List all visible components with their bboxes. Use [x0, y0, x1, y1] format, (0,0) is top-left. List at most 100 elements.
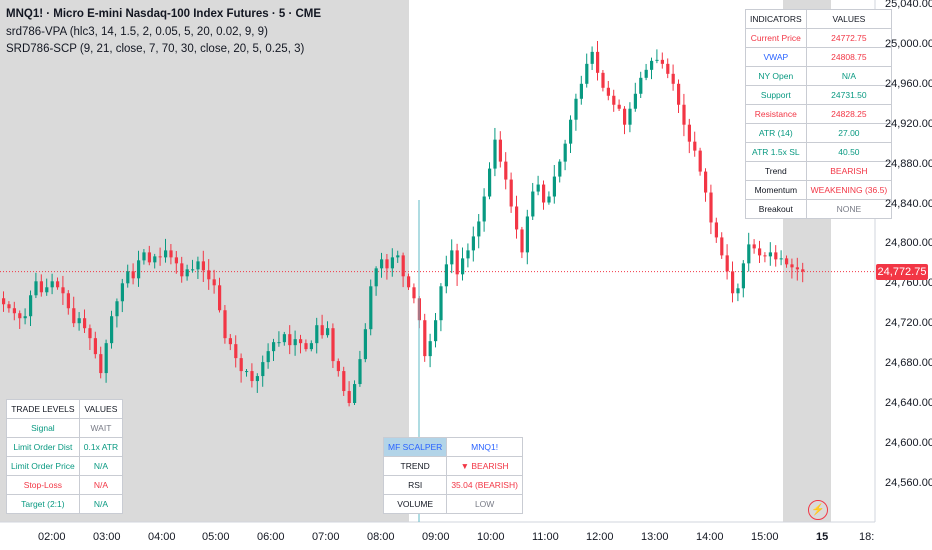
candle-body — [336, 361, 340, 372]
candle-body — [779, 258, 783, 260]
candle-body — [120, 283, 124, 302]
candle-body — [66, 293, 70, 309]
candle-body — [574, 98, 578, 120]
candle-body — [774, 252, 778, 260]
candle-body — [493, 139, 497, 169]
candle-body — [180, 263, 184, 277]
time-axis-label: 15:00 — [751, 531, 779, 543]
candle-body — [590, 51, 594, 64]
indicators-row-label: Trend — [745, 161, 807, 181]
trade-levels-row-label: Signal — [6, 418, 80, 438]
candle-body — [509, 179, 513, 207]
candle-body — [633, 93, 637, 109]
candle-body — [126, 271, 130, 284]
candle-body — [56, 281, 60, 288]
candle-body — [353, 384, 357, 404]
indicators-row-label: ATR 1.5x SL — [745, 142, 807, 162]
candle-body — [320, 325, 324, 336]
trade-levels-row-value: 0.1x ATR — [78, 437, 124, 457]
time-axis-label: 10:00 — [477, 531, 505, 543]
indicators-row-value: WEAKENING (36.5) — [805, 180, 893, 200]
candle-body — [212, 279, 216, 286]
price-axis-label: 24,640.00 — [885, 397, 932, 409]
candle-body — [196, 261, 200, 270]
symbol-title[interactable]: MNQ1! · Micro E-mini Nasdaq-100 Index Fu… — [6, 8, 322, 20]
candle-body — [542, 184, 546, 203]
trade-levels-header-values: VALUES — [78, 399, 124, 419]
candle-body — [115, 301, 119, 317]
candle-body — [682, 104, 686, 125]
candle-body — [741, 263, 745, 289]
candle-body — [299, 339, 303, 344]
price-axis-label: 24,800.00 — [885, 237, 932, 250]
time-axis-label: 14:00 — [696, 531, 724, 543]
trade-levels-row: Signal WAIT — [6, 418, 124, 438]
mf-scalper-row-label: TREND — [382, 456, 448, 476]
price-axis-label: 24,960.00 — [885, 77, 932, 90]
candle-body — [504, 161, 508, 180]
candle-body — [617, 104, 621, 109]
candle-body — [223, 310, 227, 339]
mf-scalper-row-label: VOLUME — [382, 494, 448, 514]
trade-levels-row-label: Stop-Loss — [6, 475, 80, 495]
candle-body — [2, 298, 6, 305]
indicators-row-label: Current Price — [745, 28, 807, 48]
candle-body — [234, 344, 238, 359]
indicators-row-value: 24772.75 — [805, 28, 893, 48]
candle-body — [547, 196, 551, 203]
price-axis-label: 24,760.00 — [885, 277, 932, 290]
indicators-row: Support 24731.50 — [745, 85, 893, 105]
candle-body — [450, 250, 454, 265]
candle-body — [293, 339, 297, 346]
candle-body — [698, 150, 702, 172]
candle-body — [174, 257, 178, 264]
candle-body — [331, 328, 335, 362]
candle-body — [358, 359, 362, 385]
trade-levels-row-label: Limit Order Dist — [6, 437, 80, 457]
price-axis-label: 24,560.00 — [885, 476, 932, 489]
indicators-row-label: VWAP — [745, 47, 807, 67]
scp-indicator-legend[interactable]: SRD786-SCP (9, 21, close, 7, 70, 30, clo… — [6, 43, 305, 55]
trade-levels-row: Target (2:1) N/A — [6, 494, 124, 514]
price-axis-label: 24,920.00 — [885, 117, 932, 130]
candle-body — [725, 255, 729, 272]
candle-body — [99, 354, 103, 374]
candle-body — [23, 316, 27, 319]
candle-body — [142, 252, 146, 261]
time-axis-label: 09:00 — [422, 531, 450, 543]
indicators-row-label: Resistance — [745, 104, 807, 124]
mf-scalper-row-value: LOW — [446, 494, 523, 514]
candle-body — [261, 362, 265, 377]
candle-body — [401, 255, 405, 277]
candle-body — [790, 264, 794, 268]
candle-body — [277, 342, 281, 344]
candle-body — [412, 287, 416, 299]
candle-series — [2, 40, 805, 522]
candle-body — [785, 258, 789, 265]
mf-scalper-header-label: MF SCALPER — [382, 437, 448, 457]
candle-body — [439, 286, 443, 321]
candle-body — [596, 51, 600, 73]
candle-body — [471, 236, 475, 251]
candle-body — [515, 206, 519, 230]
trade-levels-row: Limit Order Dist 0.1x ATR — [6, 437, 124, 457]
candle-body — [29, 295, 33, 317]
candle-body — [218, 285, 222, 311]
candle-body — [736, 288, 740, 294]
mf-scalper-header-row: MF SCALPER MNQ1! — [382, 437, 523, 457]
candle-body — [709, 192, 713, 223]
candle-body — [466, 250, 470, 259]
candle-body — [207, 270, 211, 280]
candle-body — [83, 318, 87, 329]
candle-body — [342, 371, 346, 392]
indicators-row: ATR (14) 27.00 — [745, 123, 893, 143]
indicators-row-value: 24828.25 — [805, 104, 893, 124]
lightning-icon[interactable]: ⚡ — [808, 500, 828, 520]
vpa-indicator-legend[interactable]: srd786-VPA (hlc3, 14, 1.5, 2, 0.05, 5, 2… — [6, 26, 268, 38]
indicators-row-label: Breakout — [745, 199, 807, 219]
indicators-row-value: 24731.50 — [805, 85, 893, 105]
candle-body — [272, 342, 276, 352]
candle-body — [250, 371, 254, 382]
candle-body — [687, 124, 691, 142]
candle-body — [552, 176, 556, 197]
